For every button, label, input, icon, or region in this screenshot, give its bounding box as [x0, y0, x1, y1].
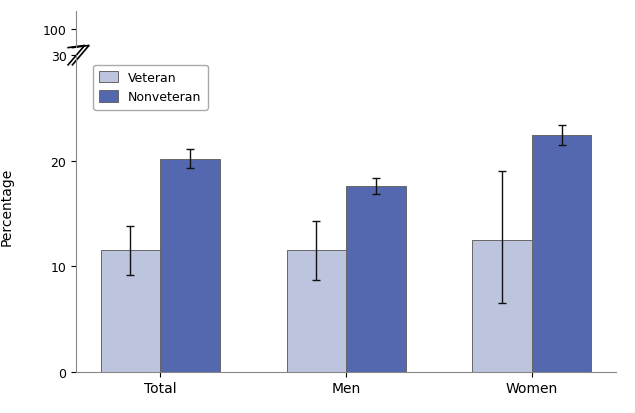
Legend: Veteran, Nonveteran: Veteran, Nonveteran	[93, 66, 208, 110]
Bar	[160, 159, 220, 372]
Text: Percentage: Percentage	[0, 167, 13, 246]
Bar	[101, 340, 160, 380]
Bar	[472, 337, 532, 380]
Bar	[160, 310, 220, 380]
Bar	[346, 187, 406, 372]
Bar	[101, 251, 160, 372]
Bar	[532, 136, 591, 372]
Bar	[532, 302, 591, 380]
Bar	[346, 319, 406, 380]
Bar	[286, 251, 346, 372]
Bar	[286, 340, 346, 380]
Bar	[472, 240, 532, 372]
